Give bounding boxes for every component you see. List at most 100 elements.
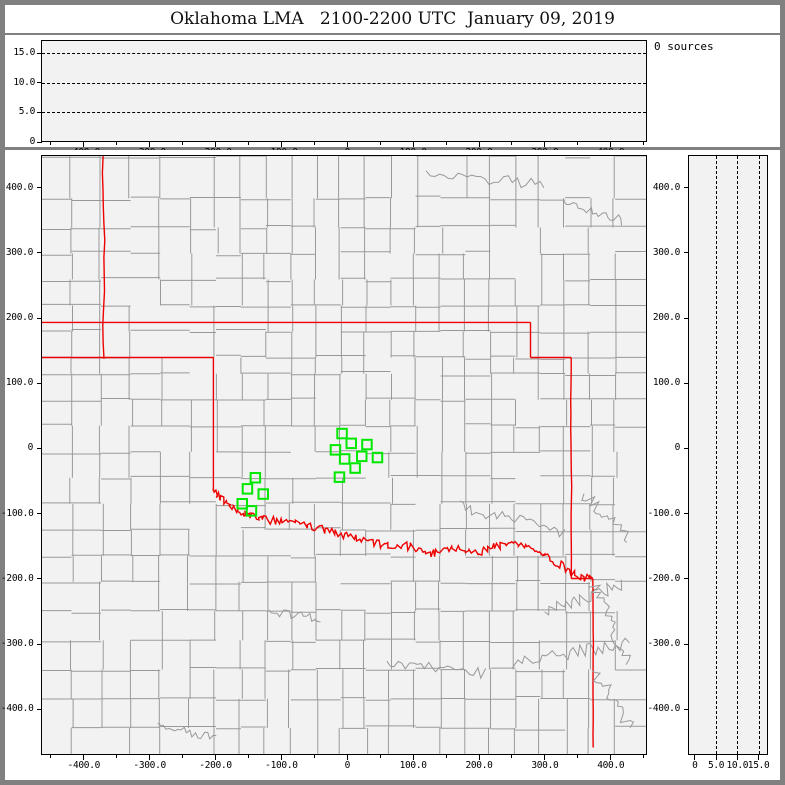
x-minor-tick: [247, 142, 249, 145]
gridline-x: [716, 156, 718, 754]
lightning-source-marker[interactable]: [361, 438, 373, 451]
y-tick-label: 200.0: [652, 312, 680, 324]
y-tick-label: -300.0: [647, 638, 680, 650]
y-tick-label: 400.0: [5, 181, 33, 193]
x-tick: [610, 755, 612, 760]
source-count-panel: 0 sources: [648, 35, 780, 147]
x-tick: [694, 755, 696, 760]
lightning-source-marker[interactable]: [349, 462, 361, 474]
y-tick: [684, 643, 689, 645]
x-tick: [478, 755, 480, 760]
y-tick: [684, 187, 689, 189]
river-county-line: [588, 584, 632, 665]
y-tick-label: 100.0: [5, 377, 33, 389]
x-tick-label: 300.0: [531, 760, 559, 771]
x-minor-tick: [379, 755, 381, 758]
map-plot-area[interactable]: [41, 155, 647, 755]
y-tick: [684, 252, 689, 254]
x-tick: [715, 755, 717, 760]
time-height-panel: 15.010.05.00-400.0-300.0-200.0-100.00100…: [5, 35, 648, 158]
river-county-line: [591, 670, 635, 729]
river-county-line: [581, 493, 630, 543]
y-tick: [37, 187, 42, 189]
y-tick: [37, 252, 42, 254]
x-minor-tick: [511, 142, 513, 145]
window-title-bar: Oklahoma LMA 2100-2200 UTC January 09, 2…: [5, 5, 780, 33]
y-tick: [684, 578, 689, 580]
map-panel: 400.0 300.0 200.0 100.0 0 -100.0 -200.0 -300.0 -…: [1, 150, 648, 780]
x-tick-label: -300.0: [133, 760, 166, 771]
y-tick: [37, 52, 42, 54]
x-minor-tick: [445, 142, 447, 145]
x-tick-label: 100.0: [399, 760, 427, 771]
y-tick-label: -100.0: [1, 507, 34, 519]
lightning-source-marker[interactable]: [356, 450, 368, 463]
lightning-source-marker[interactable]: [345, 437, 357, 450]
river-county-line: [157, 722, 217, 740]
x-tick-label: 5.0: [707, 760, 725, 771]
x-tick: [215, 755, 217, 760]
x-tick: [83, 142, 85, 147]
lightning-source-marker[interactable]: [249, 472, 262, 484]
river-county-line: [268, 609, 321, 623]
x-minor-tick: [643, 755, 645, 758]
x-minor-tick: [577, 142, 579, 145]
lightning-source-marker[interactable]: [336, 427, 348, 440]
x-tick-label: 400.0: [597, 760, 625, 771]
x-tick: [83, 755, 85, 760]
y-tick: [37, 513, 42, 515]
lightning-source-marker[interactable]: [329, 444, 342, 456]
river-county-line: [544, 579, 623, 616]
x-tick: [736, 755, 738, 760]
lightning-source-marker[interactable]: [338, 453, 351, 465]
gridline-x: [737, 156, 739, 754]
x-minor-tick: [50, 755, 52, 758]
x-minor-tick: [313, 142, 315, 145]
river-county-line: [460, 500, 566, 538]
river-county-line: [386, 660, 487, 680]
state-border-red-river: [212, 488, 594, 582]
x-tick: [412, 142, 414, 147]
lightning-source-marker[interactable]: [241, 483, 254, 495]
river-county-line: [511, 637, 630, 669]
y-tick: [37, 643, 42, 645]
x-tick-label: 200.0: [465, 760, 493, 771]
y-tick-label: -400.0: [647, 703, 680, 715]
x-minor-tick: [511, 755, 513, 758]
lightning-source-marker[interactable]: [257, 488, 269, 500]
x-minor-tick: [445, 755, 447, 758]
lightning-source-marker[interactable]: [236, 498, 248, 510]
y-tick-label: 300.0: [5, 246, 33, 258]
source-count-label: 0 sources: [654, 40, 714, 53]
x-tick: [544, 142, 546, 147]
ew-plot-area[interactable]: [688, 155, 768, 755]
y-tick-label: 0: [27, 442, 34, 454]
gridline-y: [42, 82, 646, 84]
y-tick: [37, 111, 42, 113]
x-minor-tick: [247, 755, 249, 758]
x-tick: [346, 755, 348, 760]
y-tick-label: -100.0: [647, 507, 680, 519]
y-tick-label: -400.0: [1, 703, 34, 715]
lightning-source-marker[interactable]: [245, 505, 258, 517]
y-tick-label: 5.0: [18, 106, 36, 118]
y-tick-label: -200.0: [1, 572, 34, 584]
time-height-plot-area[interactable]: [41, 40, 647, 142]
river-county-line: [563, 200, 623, 226]
x-tick: [544, 755, 546, 760]
y-tick-label: 300.0: [652, 246, 680, 258]
ew-projection-panel: 400.0 300.0 200.0 100.0 0 -100.0 -200.0 -300.0 -…: [647, 150, 780, 780]
y-tick-label: 0: [29, 136, 36, 147]
y-tick-label: -200.0: [647, 572, 680, 584]
lightning-source-marker[interactable]: [371, 451, 384, 464]
state-border: [592, 578, 595, 748]
x-tick: [280, 755, 282, 760]
x-tick: [149, 142, 151, 147]
lightning-source-marker[interactable]: [333, 471, 346, 483]
x-minor-tick: [313, 755, 315, 758]
x-tick: [610, 142, 612, 147]
gridline-y: [42, 112, 646, 114]
x-tick: [758, 755, 760, 760]
y-tick: [37, 141, 42, 143]
